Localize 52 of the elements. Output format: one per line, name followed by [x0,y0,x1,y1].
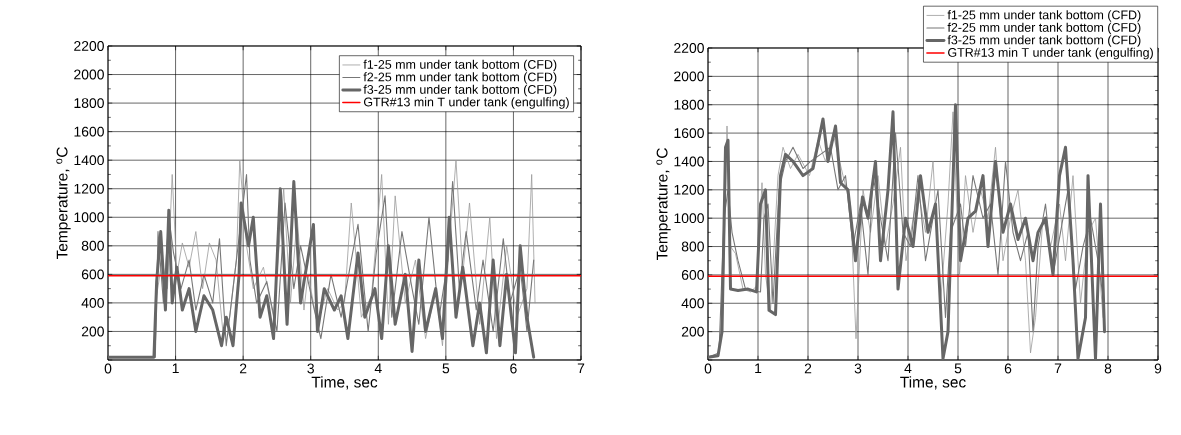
legend-label: f2-25 mm under tank bottom (CFD) [363,72,557,84]
legend-label: f1-25 mm under tank bottom (CFD) [363,59,557,72]
x-tick-label: 7 [577,363,585,374]
y-tick-label: 1000 [74,212,104,223]
legend-label: f1-25 mm under tank bottom (CFD) [947,10,1141,22]
y-tick-label: 2000 [74,69,104,80]
x-tick-label: 2 [804,363,812,374]
x-axis-title: Time, sec [311,376,378,390]
y-tick-label: 1400 [674,156,704,167]
y-tick-label: 1800 [674,99,704,110]
y-tick-label: 800 [681,241,704,252]
legend-label: GTR#13 min T under tank (engulfing) [363,97,569,109]
legend-label: GTR#13 min T under tank (engulfing) [948,47,1153,60]
y-axis-title: Temperature, $^{o}$C [56,147,71,260]
x-tick-label: 8 [1104,363,1112,374]
x-tick-label: 1 [172,363,179,374]
x-tick-label: 0 [104,363,112,374]
y-axis-title: Temperature, $^{o}$C [656,148,671,261]
x-tick-label: 7 [1054,363,1062,374]
x-tick-label: 3 [307,363,314,374]
y-tick-label: 1400 [74,155,104,166]
y-tick-label: 1800 [74,98,104,109]
y-tick-label: 200 [81,326,104,337]
y-tick-label: 600 [81,269,104,280]
y-tick-label: 400 [681,298,704,309]
y-tick-label: 400 [81,297,104,308]
x-axis-title: Time, sec [900,376,966,390]
y-tick-label: 2000 [674,71,704,82]
x-tick-label: 9 [1154,363,1162,374]
y-tick-label: 1200 [74,183,104,194]
y-tick-label: 1000 [674,213,704,224]
x-tick-label: 4 [374,363,382,374]
y-tick-label: 1600 [674,128,704,139]
y-tick-label: 1200 [674,184,704,195]
x-tick-label: 2 [239,363,247,374]
legend-label: f3-25 mm under tank bottom (CFD) [947,35,1141,47]
y-tick-label: 800 [81,240,104,251]
y-tick-label: 600 [681,269,704,280]
y-tick-label: 2200 [74,41,104,51]
legend-label: f2-25 mm under tank bottom (CFD) [947,22,1141,35]
y-tick-label: 200 [681,326,704,337]
x-tick-label: 5 [954,363,962,374]
legend-label: f3-25 mm under tank bottom (CFD) [363,84,557,97]
y-tick-label: 2200 [674,43,704,53]
x-tick-label: 6 [1004,363,1012,374]
x-tick-label: 0 [704,363,712,374]
x-tick-label: 5 [442,363,450,374]
x-tick-label: 6 [510,363,517,374]
x-tick-label: 1 [755,363,762,374]
x-tick-label: 4 [904,363,912,374]
x-tick-label: 3 [854,363,862,374]
y-tick-label: 1600 [74,126,104,137]
